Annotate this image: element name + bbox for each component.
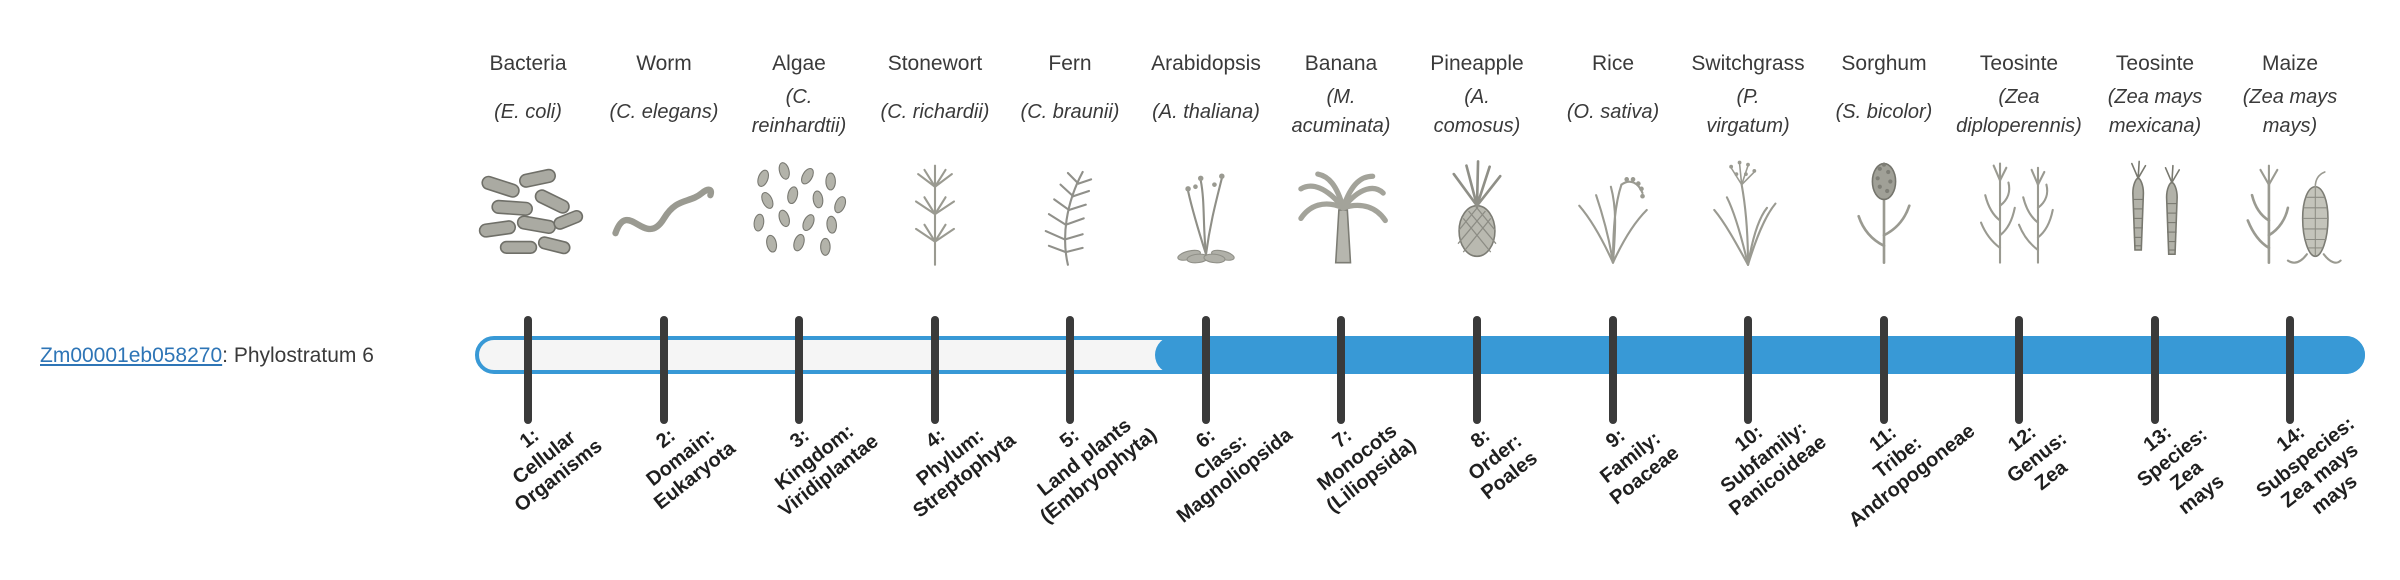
phylostratum-label-6: 6: Class: Magnoliopsida [1172, 424, 1297, 528]
phylostratum-label-7: 7: Monocots (Liliopsida) [1312, 419, 1421, 518]
phylostratum-label-10: 10: Subfamily: Panicoideae [1716, 417, 1831, 521]
organism-column-maize: Maize (Zea mays mays) [2195, 50, 2385, 269]
organism-scientific-name: (Zea mays mays) [2242, 86, 2338, 138]
tick-mark-1 [524, 316, 532, 424]
organism-column-worm: Worm (C. elegans) [569, 50, 759, 269]
phylostratum-label-1: 1: Cellular Organisms [508, 424, 607, 517]
phylostratum-label-2: 2: Domain: Eukaryota [642, 423, 740, 515]
phylostratum-caption: : Phylostratum 6 [222, 344, 374, 367]
organism-name: Fern [1048, 52, 1092, 75]
maize-icon [2195, 149, 2385, 269]
organism-column-rice: Rice (O. sativa) [1518, 50, 1708, 269]
organism-scientific-name: (Zea diploperennis) [1956, 86, 2082, 138]
tick-mark-10 [1744, 316, 1752, 424]
phylostratum-label-9: 9: Family: Poaceae [1595, 424, 1684, 510]
phylostratum-label-4: 4: Phylum: Streptophyta [909, 424, 1021, 523]
organism-scientific-name: (A. comosus) [1433, 86, 1521, 138]
phylostratum-label-8: 8: Order: Poales [1464, 424, 1542, 505]
tick-mark-3 [795, 316, 803, 424]
phylostratum-label-5: 5: Land plants (Embryophyta) [1033, 414, 1162, 528]
organism-column-stonewort: Stonewort (C. richardii) [840, 50, 1030, 269]
organism-scientific-name: (Zea mays mexicana) [2107, 86, 2203, 138]
tick-mark-9 [1609, 316, 1617, 424]
organism-column-pineapple: Pineapple (A. comosus) [1382, 50, 1572, 269]
organism-column-arabidopsis: Arabidopsis (A. thaliana) [1111, 50, 1301, 269]
tick-mark-12 [2015, 316, 2023, 424]
organism-column-teosinte-diploperennis: Teosinte (Zea diploperennis) [1924, 50, 2114, 269]
organism-scientific-name: (A. thaliana) [1152, 100, 1260, 123]
organism-scientific-name: (C. braunii) [1020, 100, 1120, 123]
organism-name: Rice [1591, 52, 1634, 75]
organism-column-switchgrass: Switchgrass (P. virgatum) [1653, 50, 1843, 269]
organism-name: Teosinte [2115, 52, 2195, 75]
organism-name: Pineapple [1430, 52, 1524, 75]
tick-mark-8 [1473, 316, 1481, 424]
tick-mark-7 [1337, 316, 1345, 424]
organism-scientific-name: (C. elegans) [609, 100, 719, 123]
organism-column-fern: Fern (C. braunii) [975, 50, 1165, 269]
tick-mark-2 [660, 316, 668, 424]
phylostratum-label-14: 14: Subspecies: Zea mays mays [2252, 412, 2363, 519]
tick-mark-6 [1202, 316, 1210, 424]
organism-scientific-name: (C. richardii) [880, 100, 990, 123]
phylostratum-label-11: 11: Tribe: Andropogoneae [1844, 419, 1980, 532]
tick-mark-5 [1066, 316, 1074, 424]
organism-name: Algae [772, 52, 826, 75]
organism-name: Stonewort [887, 52, 983, 75]
phylostratum-label-13: 13: Species: Zea mays [2132, 421, 2229, 519]
organism-column-algae: Algae (C. reinhardtii) [704, 50, 894, 269]
organism-scientific-name: (M. acuminata) [1291, 86, 1391, 138]
organism-name: Sorghum [1841, 52, 1927, 75]
organism-scientific-name: (P. virgatum) [1706, 86, 1790, 138]
phylostratum-label-3: 3: Kingdom: Viridiplantae [770, 419, 883, 522]
organism-scientific-name: (E. coli) [494, 100, 562, 123]
organism-column-teosinte-mexicana: Teosinte (Zea mays mexicana) [2060, 50, 2250, 269]
tick-mark-4 [931, 316, 939, 424]
organism-column-sorghum: Sorghum (S. bicolor) [1789, 50, 1979, 269]
organism-name: Teosinte [1979, 52, 2059, 75]
phylostratum-label-12: 12: Genus: Zea [2002, 421, 2072, 496]
organism-name: Banana [1304, 52, 1378, 75]
organism-name: Worm [636, 52, 692, 75]
organism-name: Maize [2261, 52, 2319, 75]
organism-scientific-name: (S. bicolor) [1835, 100, 1933, 123]
organism-name: Bacteria [489, 52, 567, 75]
organism-scientific-name: (C. reinhardtii) [751, 86, 847, 138]
organism-column-banana: Banana (M. acuminata) [1246, 50, 1436, 269]
gene-caption: Zm00001eb058270: Phylostratum 6 [40, 344, 374, 368]
organism-column-bacteria: Bacteria (E. coli) [433, 50, 623, 269]
tick-mark-13 [2151, 316, 2159, 424]
gene-id-link[interactable]: Zm00001eb058270 [40, 344, 223, 367]
tick-mark-14 [2286, 316, 2294, 424]
tick-mark-11 [1880, 316, 1888, 424]
phylostratum-bar-fill [1155, 336, 2365, 374]
organism-name: Switchgrass [1691, 52, 1805, 75]
organism-name: Arabidopsis [1151, 52, 1261, 75]
organism-scientific-name: (O. sativa) [1566, 100, 1660, 123]
